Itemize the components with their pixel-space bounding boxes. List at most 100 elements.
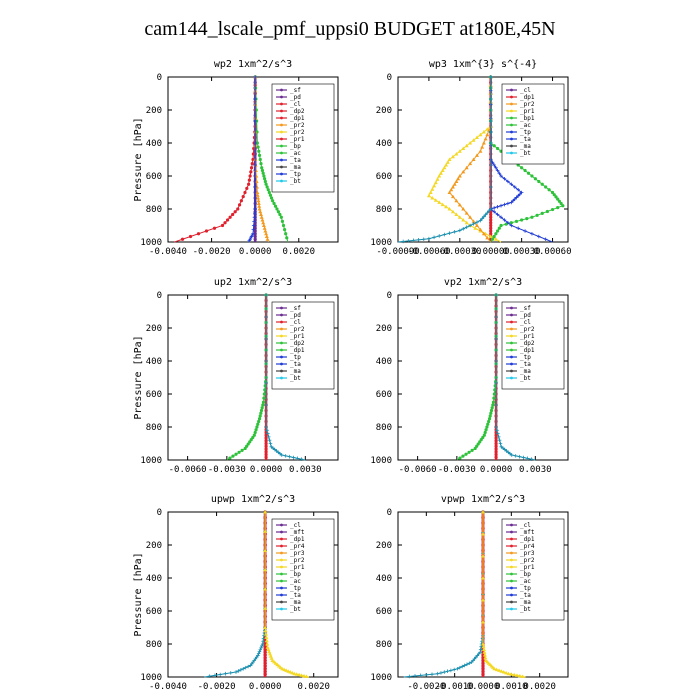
series-point <box>287 454 292 459</box>
series-point <box>452 230 457 234</box>
series-point <box>545 209 549 214</box>
series-point <box>461 169 466 174</box>
series-point <box>495 146 500 151</box>
legend-entry: _ma <box>520 599 531 606</box>
series-point <box>264 381 268 385</box>
series-point <box>279 215 283 219</box>
legend-entry: _tp <box>520 585 531 592</box>
series-point <box>263 664 267 668</box>
series-point <box>521 455 526 460</box>
series-point <box>488 119 493 123</box>
series-point <box>252 215 257 220</box>
series-point <box>481 231 486 236</box>
series-point <box>401 239 405 244</box>
series-point <box>489 229 493 233</box>
x-tick-label: -0.0030 <box>208 465 246 475</box>
series-point <box>485 425 489 429</box>
series-point <box>442 165 447 170</box>
legend-entry: _pr1 <box>520 333 535 340</box>
x-tick-label: -0.0030 <box>438 465 476 475</box>
series-point <box>482 650 487 654</box>
series-point <box>427 236 431 241</box>
series-point <box>253 207 257 211</box>
series-point <box>433 198 438 202</box>
series-point <box>253 97 257 101</box>
series-point <box>266 431 270 436</box>
legend-marker <box>280 109 283 113</box>
series-point <box>494 439 498 443</box>
series-point <box>509 453 514 457</box>
legend-marker <box>510 376 513 380</box>
series-point <box>481 554 485 558</box>
series-point <box>269 196 274 200</box>
x-tick-label: 0.0020 <box>523 682 556 692</box>
legend-entry: _dp1 <box>290 347 305 354</box>
legend-entry: _dp2 <box>290 108 305 115</box>
plot-frame <box>167 294 339 461</box>
series-point <box>518 192 522 196</box>
series-point <box>432 235 436 240</box>
series-line <box>204 512 266 678</box>
series-point <box>494 436 498 440</box>
x-tick-label: 0.00030 <box>503 247 541 257</box>
series-point <box>251 223 256 228</box>
y-tick-label: 200 <box>146 324 162 334</box>
series-point <box>237 203 242 207</box>
series-point <box>442 232 447 237</box>
series-point <box>495 168 500 173</box>
series-point <box>295 456 300 461</box>
legend-entry: _bp <box>520 571 531 578</box>
series-point <box>266 188 270 192</box>
series-point <box>537 234 541 239</box>
series-point <box>492 396 496 400</box>
series-point <box>260 406 264 410</box>
legend-entry: _bt <box>520 606 531 613</box>
legend-entry: _pr3 <box>290 550 305 557</box>
legend-marker <box>510 537 513 541</box>
legend-entry: _pr1 <box>520 108 535 115</box>
series-line <box>397 77 492 243</box>
series-point <box>439 671 443 675</box>
legend-entry: _mft <box>290 529 305 536</box>
series-point <box>478 149 483 153</box>
legend-marker <box>510 558 513 562</box>
series-point <box>492 144 496 148</box>
legend-marker <box>280 593 283 597</box>
series-point <box>494 403 498 407</box>
legend-marker <box>510 306 513 310</box>
series-point <box>253 185 257 189</box>
plot-frame <box>397 76 569 243</box>
y-tick-label: 800 <box>376 640 392 650</box>
series-point <box>234 670 238 674</box>
series-point <box>470 448 474 452</box>
series-point <box>492 234 496 239</box>
legend-entry: _sf <box>290 305 301 312</box>
series-point <box>544 185 548 189</box>
x-tick-label: 0.0000 <box>467 682 500 692</box>
series-point <box>450 185 455 189</box>
series-point <box>501 670 506 674</box>
legend-marker <box>280 151 283 155</box>
legend-entry: _pr4 <box>290 543 305 550</box>
series-point <box>511 198 515 203</box>
x-tick-label: -0.0060 <box>169 465 207 475</box>
series-point <box>447 207 452 211</box>
series-point <box>485 211 490 215</box>
series-point <box>489 223 493 228</box>
legend-entry: _cl <box>520 522 531 529</box>
x-tick-label: 0.0010 <box>495 682 528 692</box>
legend-entry: _dp1 <box>520 536 535 543</box>
series-point <box>517 673 522 678</box>
y-tick-label: 0 <box>387 291 392 301</box>
series-point <box>251 227 256 232</box>
panel-title: up2 1xm^2/s^3 <box>214 277 292 288</box>
series-point <box>261 171 265 175</box>
series-point <box>481 672 485 676</box>
y-tick-label: 800 <box>146 423 162 433</box>
series-point <box>253 430 257 435</box>
series-point <box>485 127 490 131</box>
x-tick-label: 0.0030 <box>519 465 552 475</box>
series-point <box>516 187 521 192</box>
series-point <box>252 219 256 224</box>
series-point <box>504 670 509 675</box>
